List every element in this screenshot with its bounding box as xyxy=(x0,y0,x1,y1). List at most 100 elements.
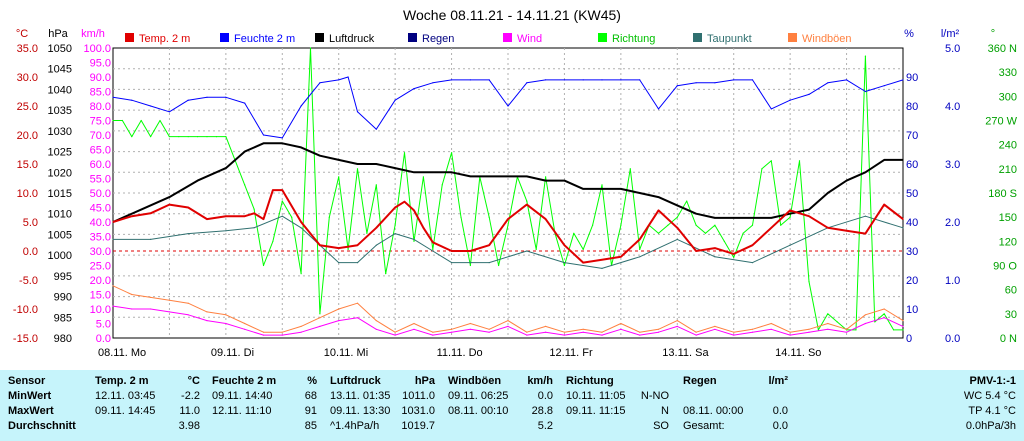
data-point xyxy=(639,334,641,336)
data-point xyxy=(140,209,142,211)
data-point xyxy=(206,311,208,313)
data-point xyxy=(375,227,377,229)
chart-title: Woche 08.11.21 - 14.11.21 (KW45) xyxy=(403,7,621,23)
data-point xyxy=(563,79,566,81)
pressure-tick-label: 1005 xyxy=(48,229,72,241)
data-point xyxy=(328,216,330,218)
data-point xyxy=(168,111,170,113)
data-point xyxy=(159,119,161,122)
data-point xyxy=(131,99,133,101)
humidity-avg-value: 85 xyxy=(304,420,317,432)
data-point xyxy=(827,192,829,194)
legend-label: Regen xyxy=(422,33,454,45)
data-point xyxy=(789,209,791,211)
data-point xyxy=(545,218,547,220)
data-point xyxy=(883,308,885,310)
data-point xyxy=(827,322,829,325)
data-point xyxy=(150,136,152,138)
rain-title: Regen xyxy=(683,375,717,387)
data-point xyxy=(798,160,801,162)
data-point xyxy=(526,175,528,177)
data-point xyxy=(422,176,424,178)
data-point xyxy=(639,192,641,194)
data-point xyxy=(507,325,509,327)
data-point xyxy=(507,320,509,322)
direction-max-value: N xyxy=(661,405,669,417)
wind-tick-label: 90.0 xyxy=(90,72,111,84)
pressure-min-time: 13.11. 01:35 xyxy=(330,390,391,402)
data-point xyxy=(686,200,688,202)
data-point xyxy=(187,233,189,235)
data-point xyxy=(620,256,622,258)
humidity-min-time: 09.11. 14:40 xyxy=(212,390,273,402)
data-point xyxy=(187,206,189,209)
data-point xyxy=(356,244,359,246)
temp-tick-label: 5.0 xyxy=(23,217,38,229)
data-point xyxy=(319,82,321,84)
data-point xyxy=(563,262,566,264)
data-point xyxy=(526,204,528,206)
data-point xyxy=(864,90,867,93)
data-point xyxy=(225,96,227,98)
legend-label: Luftdruck xyxy=(329,33,375,45)
data-point xyxy=(469,264,471,267)
data-point xyxy=(356,168,359,170)
data-point xyxy=(319,244,321,246)
data-point xyxy=(770,108,772,110)
data-point xyxy=(225,314,227,316)
data-point xyxy=(469,322,471,325)
data-point xyxy=(272,240,274,242)
x-tick-label: 11.11. Do xyxy=(437,347,483,359)
data-point xyxy=(601,334,603,336)
wind-tick-label: 0.0 xyxy=(96,333,111,345)
data-point xyxy=(770,322,772,325)
data-point xyxy=(262,334,265,336)
data-point xyxy=(676,216,678,218)
pressure-tick-label: 1025 xyxy=(48,147,72,159)
gusts-max-value: 28.8 xyxy=(531,405,553,417)
data-point xyxy=(112,238,114,240)
temp-min-value: -2.2 xyxy=(181,390,200,402)
gusts-min-time: 09.11. 06:25 xyxy=(448,390,509,402)
pmv-pressure-trend: 0.0hPa/3h xyxy=(965,420,1016,432)
wind-tick-label: 25.0 xyxy=(90,261,111,273)
data-point xyxy=(488,175,490,177)
data-point xyxy=(808,209,810,211)
pressure-tick-label: 1050 xyxy=(48,43,72,55)
pmv-title: PMV-1:-1 xyxy=(969,375,1016,387)
rain-total-value: 0.0 xyxy=(772,420,788,432)
data-point xyxy=(488,79,490,81)
legend-label: Richtung xyxy=(612,33,655,45)
data-point xyxy=(846,79,848,81)
legend-label: Temp. 2 m xyxy=(139,33,190,45)
wind-tick-label: 30.0 xyxy=(90,246,111,258)
data-point xyxy=(394,331,396,333)
wind-tick-label: 95.0 xyxy=(90,58,111,70)
data-point xyxy=(244,322,246,325)
stats-temp-column: Temp. 2 m °C 12.11. 03:45 -2.2 09.11. 14:4… xyxy=(95,370,200,441)
data-point xyxy=(808,281,810,283)
data-point xyxy=(714,328,716,330)
data-point xyxy=(121,119,123,122)
humidity-max-time: 12.11. 11:10 xyxy=(212,405,272,417)
data-point xyxy=(403,152,406,154)
pressure-tick-label: 1015 xyxy=(48,188,72,200)
pressure-tick-label: 980 xyxy=(54,333,72,345)
data-point xyxy=(385,273,387,275)
temp-tick-label: 15.0 xyxy=(17,159,38,171)
temp-max-time: 09.11. 14:45 xyxy=(95,405,156,417)
pressure-tick-label: 990 xyxy=(54,292,72,304)
direction-tick-label: 240 xyxy=(999,140,1017,152)
humidity-tick-label: 0 xyxy=(906,333,912,345)
data-point xyxy=(601,267,603,269)
data-point xyxy=(714,256,716,258)
data-point xyxy=(356,111,359,113)
data-point xyxy=(451,262,453,264)
temp-tick-label: 35.0 xyxy=(17,43,38,55)
data-point xyxy=(432,331,434,333)
data-point xyxy=(432,250,434,252)
gusts-min-value: 0.0 xyxy=(537,390,553,402)
gusts-title: Windböen xyxy=(448,375,502,387)
pressure-tick-label: 1040 xyxy=(48,84,72,96)
data-point xyxy=(789,244,791,246)
